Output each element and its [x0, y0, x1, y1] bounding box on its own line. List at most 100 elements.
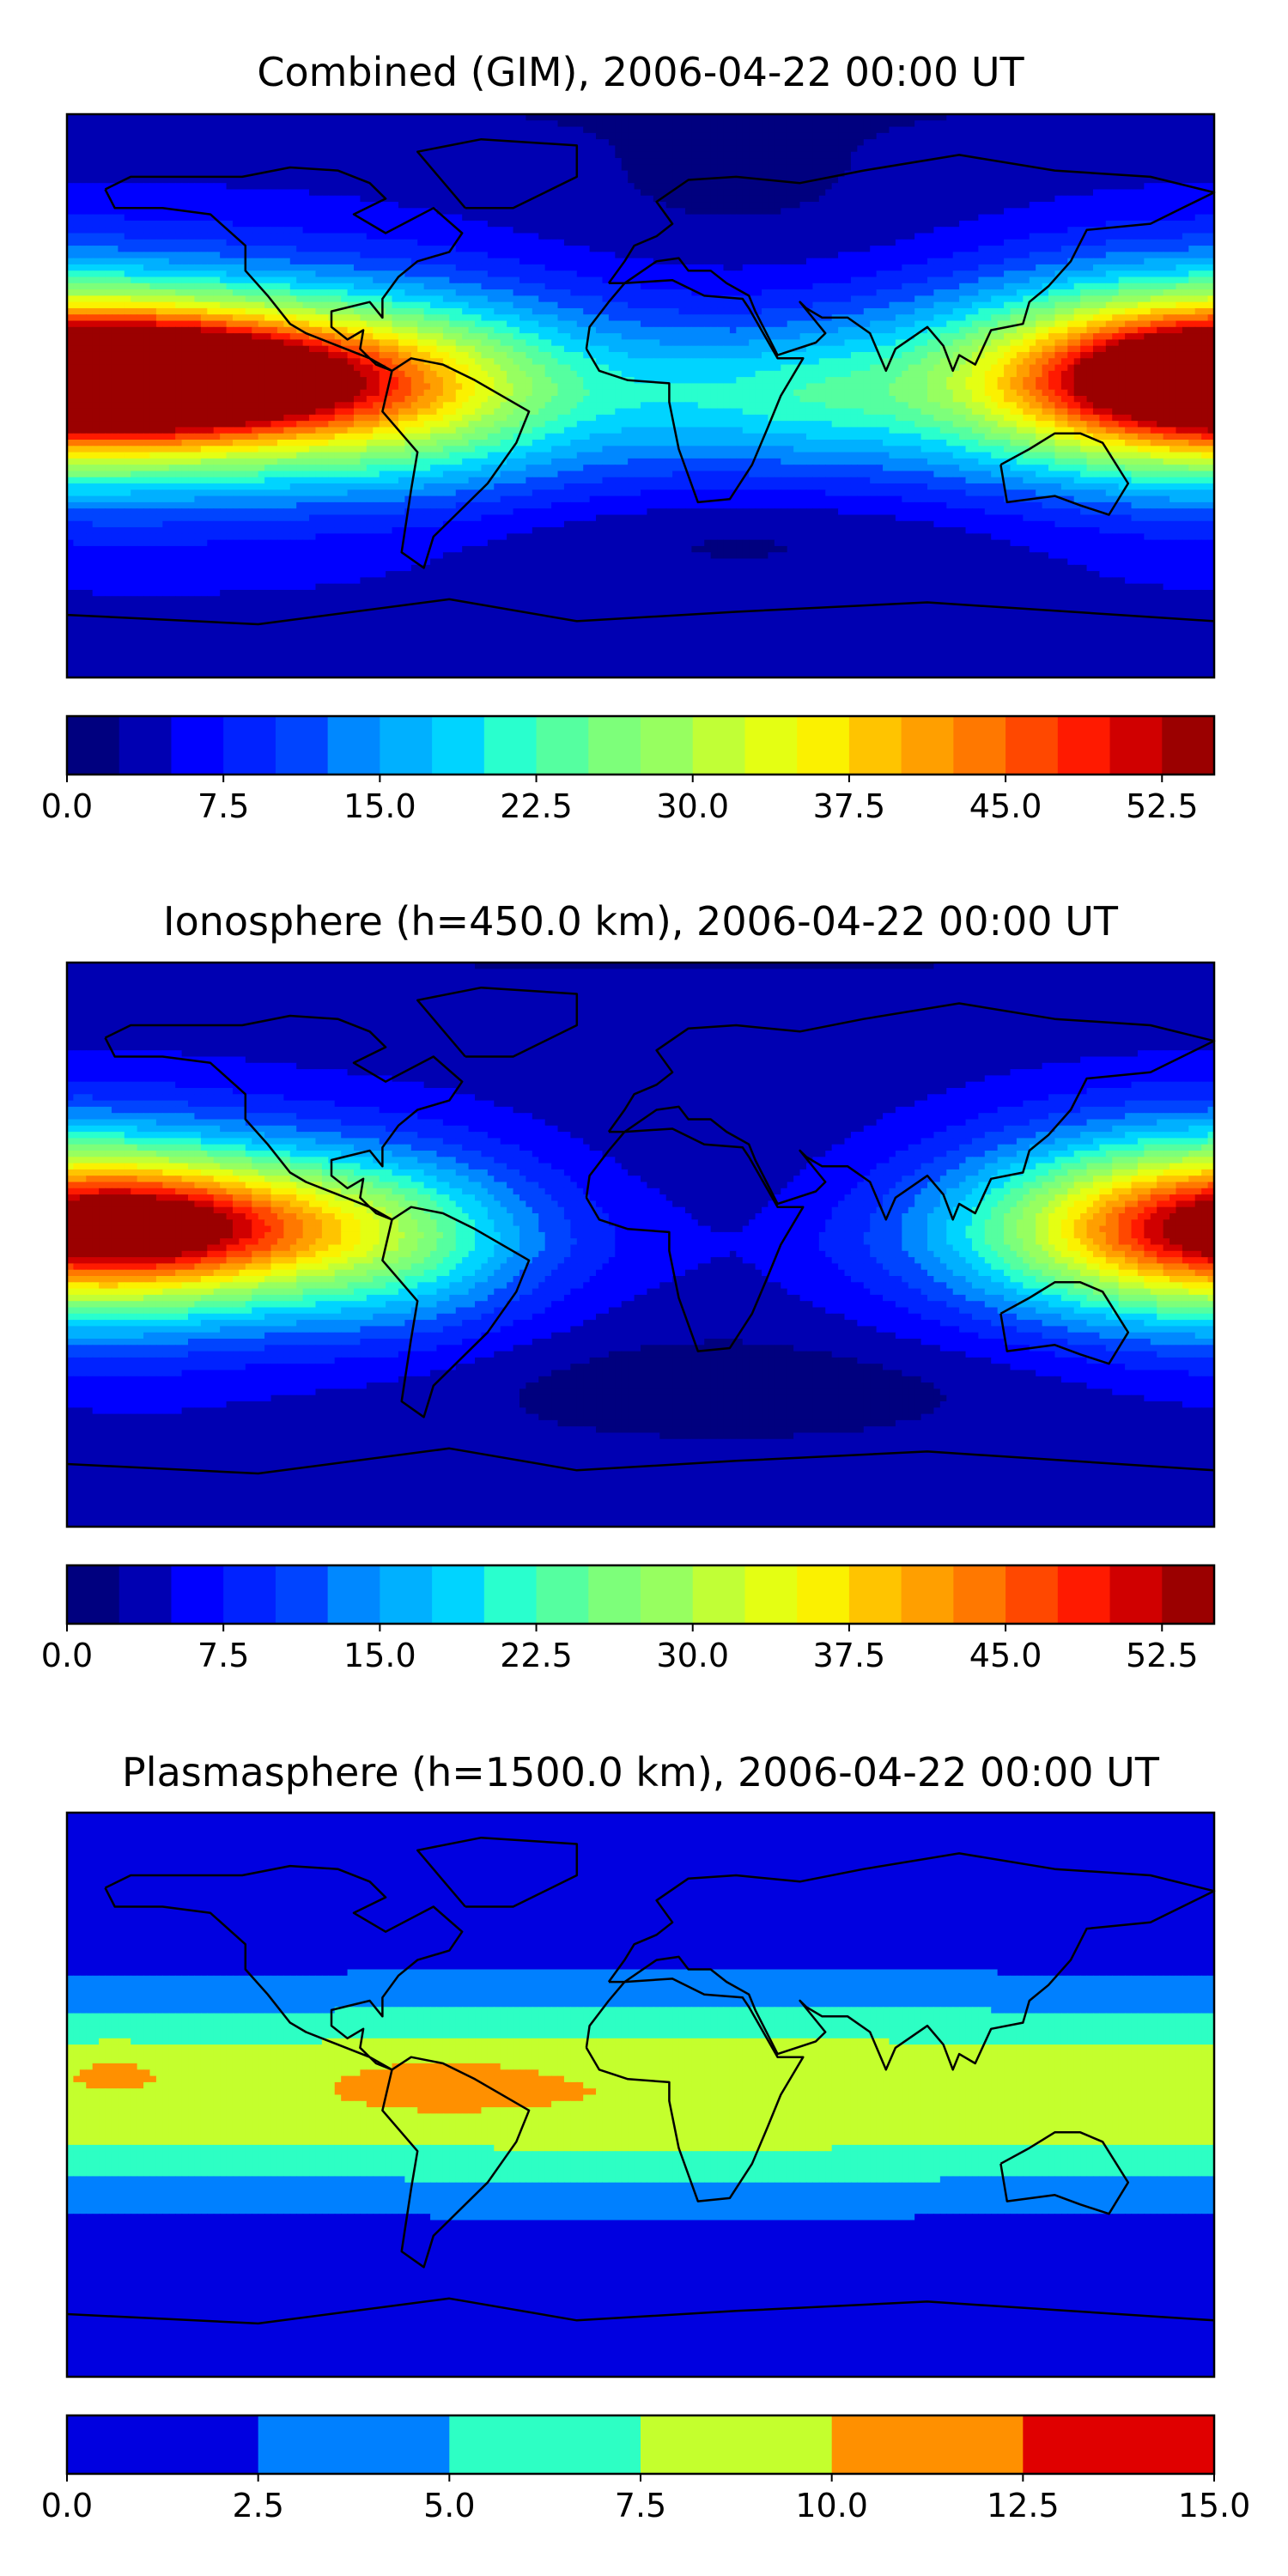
field-cell — [188, 264, 196, 271]
field-cell — [168, 233, 176, 240]
field-cell — [131, 264, 138, 271]
field-cell — [583, 183, 591, 191]
field-cell — [398, 246, 405, 252]
field-cell — [162, 183, 170, 191]
field-cell — [373, 145, 380, 153]
field-cell — [239, 258, 246, 265]
field-cell — [641, 276, 648, 284]
field-cell — [1042, 276, 1049, 284]
field-cell — [1163, 132, 1170, 140]
field-cell — [1042, 246, 1049, 252]
field-cell — [984, 176, 992, 184]
field-cell — [232, 132, 240, 140]
field-cell — [1163, 120, 1170, 128]
field-cell — [507, 258, 514, 265]
field-cell — [576, 276, 584, 284]
field-cell — [1080, 139, 1088, 147]
field-cell — [984, 214, 992, 222]
field-cell — [296, 151, 304, 159]
field-cell — [659, 170, 667, 178]
field-cell — [500, 195, 507, 203]
field-cell — [729, 158, 737, 165]
field-cell — [768, 233, 775, 240]
field-cell — [563, 114, 571, 121]
field-cell — [787, 176, 794, 184]
field-cell — [870, 208, 878, 216]
field-cell — [507, 151, 514, 159]
field-cell — [1073, 151, 1081, 159]
field-cell — [73, 164, 81, 172]
field-cell — [519, 195, 526, 203]
field-cell — [379, 120, 386, 128]
field-cell — [105, 239, 112, 246]
field-cell — [232, 189, 240, 197]
field-cell — [1086, 195, 1094, 203]
field-cell — [404, 189, 412, 197]
field-cell — [678, 139, 686, 147]
field-cell — [576, 208, 584, 216]
field-cell — [920, 151, 928, 159]
field-cell — [487, 170, 495, 178]
field-cell — [838, 126, 846, 134]
field-cell — [665, 214, 673, 222]
field-cell — [825, 283, 833, 290]
field-cell — [920, 283, 928, 290]
field-cell — [162, 202, 170, 209]
field-cell — [691, 189, 699, 197]
field-cell — [812, 183, 820, 191]
field-cell — [1188, 264, 1196, 271]
field-cell — [641, 283, 648, 290]
field-cell — [672, 214, 680, 222]
field-cell — [386, 132, 393, 140]
field-cell — [321, 195, 329, 203]
field-cell — [793, 270, 801, 278]
field-cell — [519, 283, 526, 290]
field-cell — [328, 233, 336, 240]
field-cell — [659, 233, 667, 240]
field-cell — [200, 183, 208, 191]
field-cell — [1036, 139, 1043, 147]
field-cell — [1010, 183, 1018, 191]
field-cell — [844, 220, 852, 228]
field-cell — [997, 183, 1005, 191]
field-cell — [838, 258, 846, 265]
field-cell — [615, 189, 623, 197]
field-cell — [1207, 220, 1215, 228]
field-cell — [946, 258, 954, 265]
field-cell — [118, 126, 125, 134]
field-cell — [404, 233, 412, 240]
field-cell — [226, 246, 234, 252]
field-cell — [1163, 114, 1170, 121]
field-cell — [933, 195, 941, 203]
field-cell — [787, 276, 794, 284]
field-cell — [589, 233, 597, 240]
field-cell — [723, 164, 731, 172]
field-cell — [1163, 264, 1170, 271]
field-cell — [79, 220, 87, 228]
field-cell — [449, 114, 457, 121]
field-cell — [168, 145, 176, 153]
field-cell — [1131, 264, 1139, 271]
field-cell — [283, 233, 291, 240]
field-cell — [162, 158, 170, 165]
field-cell — [168, 252, 176, 259]
field-cell — [717, 220, 725, 228]
field-cell — [1092, 252, 1100, 259]
field-cell — [1137, 233, 1145, 240]
field-cell — [736, 114, 744, 121]
field-cell — [1182, 151, 1189, 159]
field-cell — [455, 270, 463, 278]
field-cell — [86, 126, 94, 134]
field-cell — [793, 183, 801, 191]
field-cell — [321, 214, 329, 222]
field-cell — [264, 264, 272, 271]
field-cell — [500, 264, 507, 271]
field-cell — [73, 132, 81, 140]
field-cell — [647, 164, 654, 172]
field-cell — [475, 183, 483, 191]
field-cell — [589, 132, 597, 140]
field-cell — [959, 195, 967, 203]
field-cell — [1073, 132, 1081, 140]
field-cell — [710, 176, 718, 184]
field-cell — [354, 170, 361, 178]
